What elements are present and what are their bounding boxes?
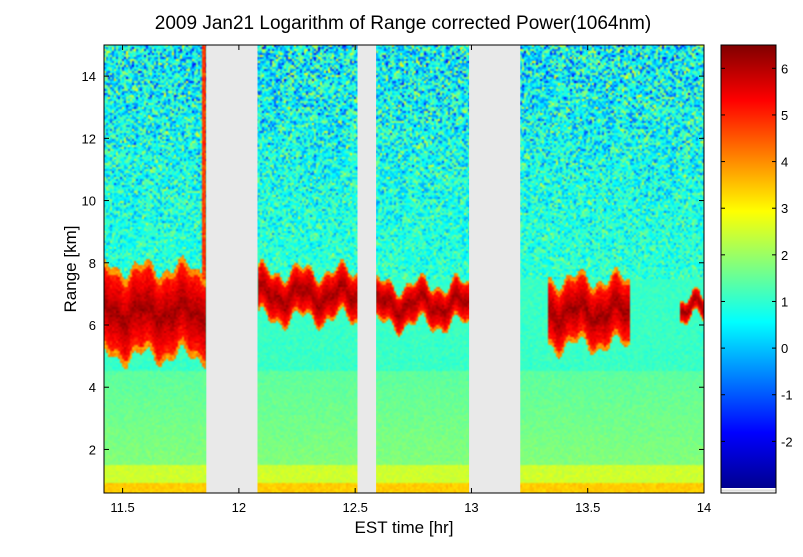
colorbar-frame (720, 44, 777, 494)
chart-title: 2009 Jan21 Logarithm of Range corrected … (155, 13, 651, 34)
x-axis-ticks: 11.5 12 12.5 13 13.5 14 (110, 45, 711, 515)
x-tick-label: 11.5 (110, 500, 134, 515)
colorbar: -2 -1 0 1 2 3 4 5 6 (720, 44, 793, 494)
colorbar-tick-label: -2 (781, 434, 793, 449)
colorbar-tick-label: 4 (781, 155, 788, 170)
y-tick-label: 8 (89, 256, 96, 271)
heatmap-image (104, 45, 704, 493)
y-axis-label: Range [km] (61, 226, 80, 313)
x-tick-label: 12.5 (343, 500, 368, 515)
colorbar-tick-label: 5 (781, 108, 788, 123)
x-tick-label: 12 (232, 500, 246, 515)
colorbar-tick-label: -1 (781, 388, 793, 403)
y-tick-label: 2 (89, 442, 96, 457)
colorbar-ticks: -2 -1 0 1 2 3 4 5 6 (721, 61, 793, 449)
colorbar-tick-label: 1 (781, 294, 788, 309)
data-gap (357, 45, 377, 493)
x-tick-label: 14 (697, 500, 711, 515)
x-axis-label: EST time [hr] (355, 518, 454, 537)
heatmap (104, 45, 704, 493)
data-gap (206, 45, 258, 493)
data-gap (469, 45, 521, 493)
colorbar-gradient (721, 45, 776, 488)
x-tick-label: 13.5 (575, 500, 600, 515)
y-tick-label: 12 (82, 131, 96, 146)
y-tick-label: 14 (82, 69, 96, 84)
colorbar-tick-label: 6 (781, 61, 788, 76)
colorbar-tick-label: 0 (781, 341, 788, 356)
plot-frame (103, 44, 705, 494)
x-tick-label: 13 (464, 500, 478, 515)
y-axis-ticks: 2 4 6 8 10 12 14 (82, 69, 704, 457)
y-tick-label: 4 (89, 380, 96, 395)
y-tick-label: 6 (89, 318, 96, 333)
y-tick-label: 10 (82, 194, 96, 209)
colorbar-tick-label: 3 (781, 201, 788, 216)
colorbar-tick-label: 2 (781, 248, 788, 263)
